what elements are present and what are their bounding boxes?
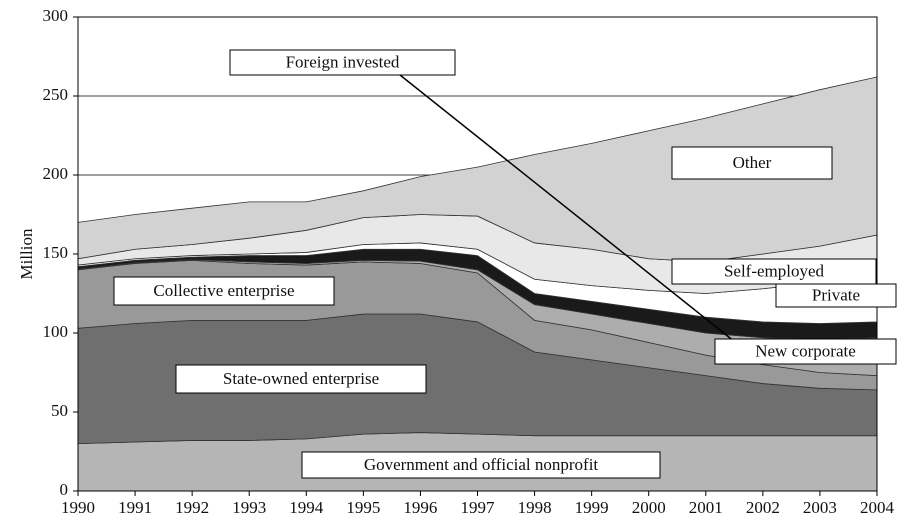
x-tick-label: 2001 [689,498,723,517]
x-tick-label: 2000 [632,498,666,517]
label-box [301,451,661,479]
y-tick-label: 100 [43,322,69,341]
x-tick-label: 2003 [803,498,837,517]
x-tick-label: 1999 [575,498,609,517]
x-tick-label: 1998 [518,498,552,517]
x-tick-label: 1990 [61,498,95,517]
label-box [113,276,335,306]
y-tick-label: 200 [43,164,69,183]
series-label: Private [812,285,860,304]
x-tick-label: 1993 [232,498,266,517]
series-label: New corporate [755,341,856,360]
x-tick-label: 1995 [346,498,380,517]
x-tick-label: 1994 [289,498,324,517]
x-tick-label: 1997 [461,498,496,517]
y-tick-label: 250 [43,85,69,104]
series-label: State-owned enterprise [223,369,379,388]
series-label: Government and official nonprofit [364,455,599,474]
series-label: Other [733,153,772,172]
series-label: Collective enterprise [153,281,294,300]
leader-line [399,74,736,343]
label-box [671,146,833,180]
y-tick-label: 0 [60,480,69,499]
x-tick-label: 1992 [175,498,209,517]
label-box [229,49,456,76]
y-tick-label: 300 [43,6,69,25]
y-axis-label: Million [17,228,36,280]
x-tick-label: 2002 [746,498,780,517]
series-label: Self-employed [724,261,825,280]
series-label: Foreign invested [286,52,400,71]
y-tick-label: 50 [51,401,68,420]
label-box [671,258,877,285]
x-tick-label: 1991 [118,498,152,517]
label-box [175,364,427,394]
y-tick-label: 150 [43,243,69,262]
x-tick-label: 1996 [403,498,437,517]
x-tick-label: 2004 [860,498,895,517]
label-box [714,338,897,365]
